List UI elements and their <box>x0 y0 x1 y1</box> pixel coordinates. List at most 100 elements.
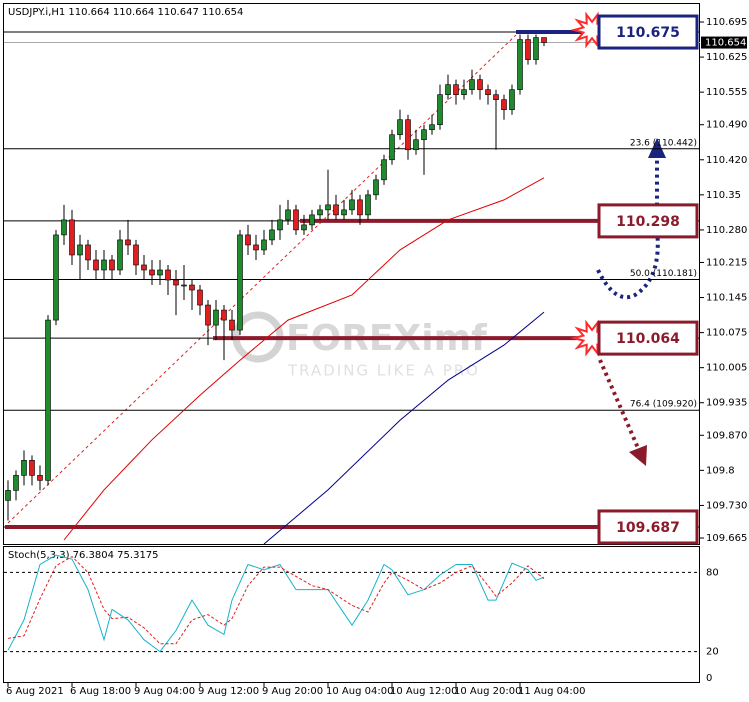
candle-body <box>349 199 355 211</box>
fib-label: 76.4 (109.920) <box>630 400 697 410</box>
candle-body <box>333 204 339 216</box>
x-tick-label: 9 Aug 20:00 <box>262 686 323 697</box>
y-tick-label: 109.935 <box>706 398 747 409</box>
y-tick-label: 109.665 <box>706 533 747 544</box>
candle-body <box>373 179 379 196</box>
candle-body <box>13 475 19 491</box>
level-label: 110.675 <box>616 25 680 41</box>
fib-label: 50.0 (110.181) <box>630 269 697 279</box>
x-tick-label: 10 Aug 04:00 <box>326 686 393 697</box>
y-tick-label: 109.8 <box>706 465 735 476</box>
candle-body <box>53 234 59 321</box>
candle-body <box>365 194 371 216</box>
candle-body <box>69 219 75 256</box>
fib-label: 23.6 (110.442) <box>630 138 697 148</box>
x-tick-label: 9 Aug 04:00 <box>134 686 195 697</box>
candle-body <box>301 224 307 231</box>
candle-body <box>405 119 411 151</box>
candle-body <box>205 304 211 326</box>
candle-body <box>253 244 259 251</box>
candle-body <box>77 244 83 256</box>
candle-body <box>197 289 203 306</box>
candle-body <box>541 37 547 43</box>
candle-body <box>101 259 107 271</box>
y-tick-label: 110.005 <box>706 363 747 374</box>
moving-average <box>263 311 545 545</box>
candle-body <box>461 89 467 95</box>
watermark-tagline: TRADING LIKE A PRO <box>287 362 480 380</box>
candle-body <box>389 134 395 161</box>
candle-body <box>317 209 323 216</box>
candle-body <box>269 229 275 241</box>
y-tick-label: 109.870 <box>706 430 747 441</box>
candle-body <box>309 214 315 226</box>
down-arrow <box>598 359 640 449</box>
level-box <box>597 203 699 239</box>
level-box <box>597 14 699 50</box>
stoch-tick-label: 20 <box>706 647 719 658</box>
y-tick-label: 110.555 <box>706 87 747 98</box>
candle-body <box>245 234 251 246</box>
candle-body <box>37 475 43 481</box>
stoch-tick-label: 80 <box>706 567 719 578</box>
candle-body <box>485 89 491 95</box>
chart-title: USDJPY.i,H1 110.664 110.664 110.647 110.… <box>8 7 243 18</box>
candle-body <box>477 79 483 90</box>
level-label: 110.064 <box>616 331 680 347</box>
x-tick-label: 9 Aug 12:00 <box>198 686 259 697</box>
candle-body <box>21 460 27 476</box>
candle-body <box>173 279 179 286</box>
candle-body <box>445 84 451 95</box>
candle-body <box>293 209 299 231</box>
candle-body <box>357 199 363 216</box>
candle-body <box>341 209 347 216</box>
candle-body <box>509 89 515 110</box>
candle-body <box>29 460 35 476</box>
candle-body <box>517 39 523 90</box>
y-tick-label: 110.490 <box>706 120 747 131</box>
candle-body <box>429 124 435 131</box>
candle-body <box>525 39 531 60</box>
candle-body <box>189 284 195 291</box>
candle-body <box>237 234 243 331</box>
candle-body <box>277 219 283 231</box>
candle-body <box>437 94 443 126</box>
candle-body <box>397 119 403 136</box>
up-arrow <box>596 152 660 300</box>
candle-body <box>285 209 291 221</box>
stoch-tick-label: 0 <box>706 673 712 684</box>
x-tick-label: 6 Aug 2021 <box>6 686 64 697</box>
candle-body <box>533 37 539 60</box>
price-tag <box>701 36 747 49</box>
down-arrowhead <box>629 445 647 466</box>
candle-body <box>85 244 91 261</box>
candle-body <box>165 269 171 281</box>
candle-body <box>469 79 475 90</box>
price-panel <box>3 3 700 545</box>
y-tick-label: 110.35 <box>706 190 741 201</box>
stoch-line <box>7 554 545 653</box>
candle-body <box>213 309 219 326</box>
y-tick-label: 110.625 <box>706 52 747 63</box>
candle-body <box>381 159 387 181</box>
candle-body <box>181 284 187 287</box>
up-arrowhead <box>648 138 666 158</box>
candle-body <box>221 309 227 321</box>
y-tick-label: 110.695 <box>706 17 747 28</box>
price-tag-label: 110.654 <box>705 38 746 49</box>
candle-body <box>261 239 267 251</box>
stoch-title: Stoch(5,3,3) 76.3804 75.3175 <box>8 550 159 561</box>
candle-body <box>453 84 459 95</box>
candle-body <box>157 269 163 276</box>
candle-body <box>109 259 115 271</box>
y-tick-label: 110.280 <box>706 225 747 236</box>
candle-body <box>117 239 123 271</box>
level-label: 109.687 <box>616 520 680 536</box>
stoch-line <box>7 555 545 645</box>
candle-body <box>421 129 427 141</box>
candle-body <box>325 204 331 211</box>
candle-body <box>133 244 139 266</box>
candle-body <box>229 319 235 331</box>
y-tick-label: 110.420 <box>706 155 747 166</box>
